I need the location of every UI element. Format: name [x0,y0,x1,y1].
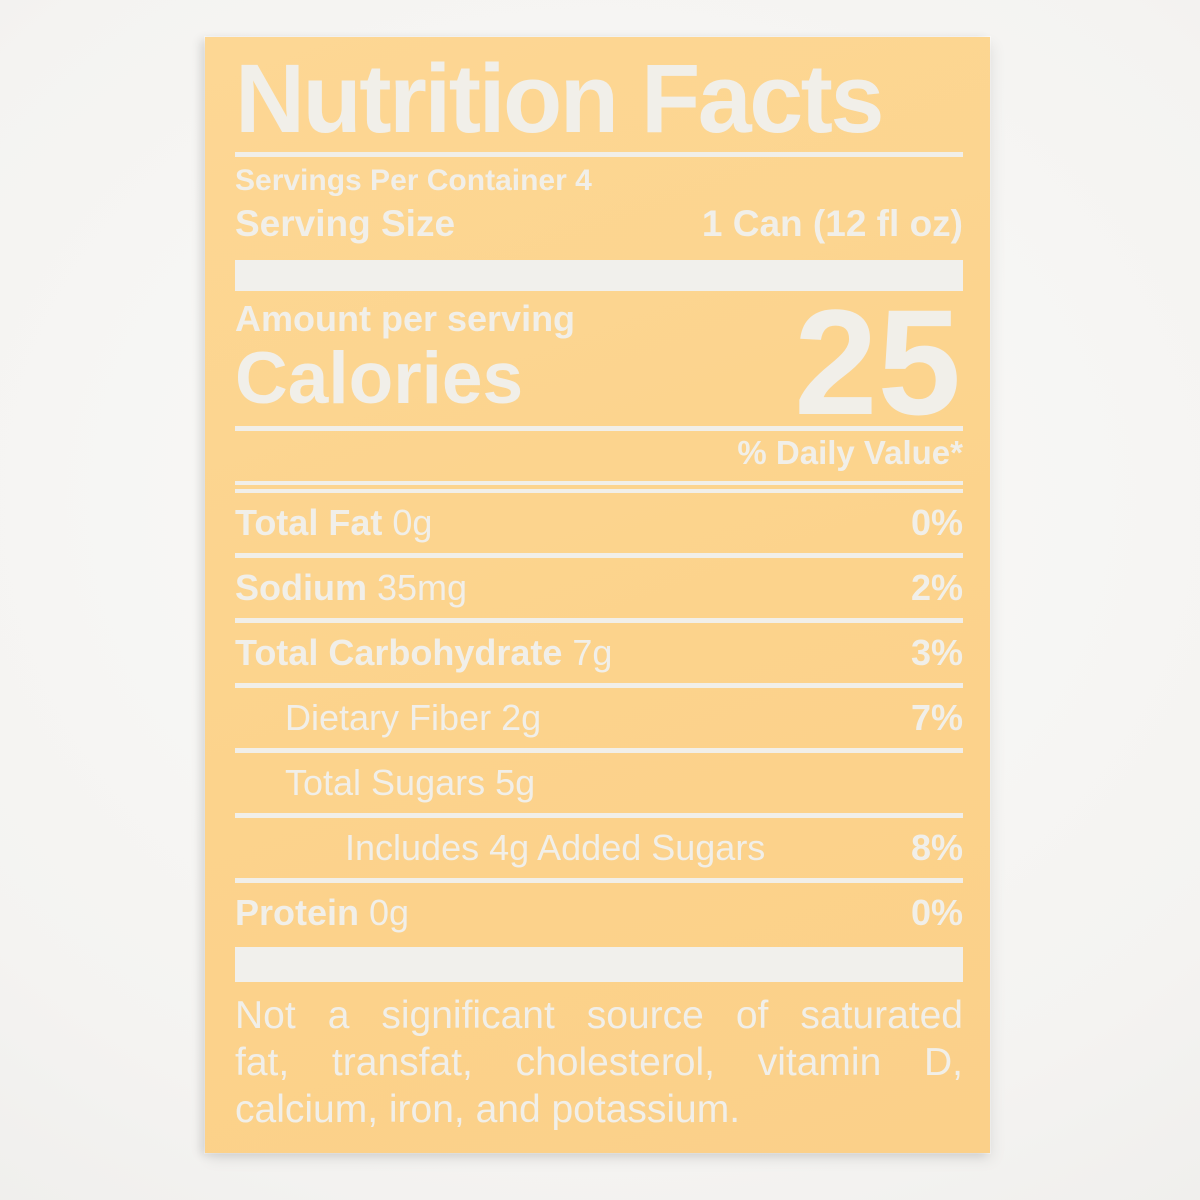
nutrient-row: Total Sugars 5g [235,753,963,813]
nutrient-row: Total Carbohydrate 7g 3% [235,623,963,683]
nutrient-name: Total Fat 0g [235,502,433,543]
nutrient-amount: 35mg [367,567,468,608]
thick-divider-bar-top [235,260,963,291]
thick-divider-bar-bottom [235,947,963,982]
nutrient-name: Protein 0g [235,892,410,933]
nutrient-name: Dietary Fiber 2g [285,697,542,738]
nutrient-row: Includes 4g Added Sugars 8% [235,818,963,878]
servings-per-container: Servings Per Container 4 [235,164,592,197]
nutrient-row: Sodium 35mg 2% [235,558,963,618]
nutrient-row: Total Fat 0g 0% [235,493,963,553]
double-rule [235,481,963,493]
amount-per-serving-label: Amount per serving [235,298,576,339]
daily-value-percent: 2% [910,567,963,608]
calories-rule [235,426,963,431]
daily-value-percent: 0% [910,502,963,543]
nutrient-amount: 0g [382,502,433,543]
row-separator [235,813,963,818]
footnote: Not a significant source of saturated fat… [235,992,963,1133]
nutrient-amount: 7g [562,632,613,673]
calories-value: 25 [794,278,961,446]
daily-value-percent: 3% [910,632,963,673]
row-separator [235,878,963,883]
nutrient-amount: 0g [359,892,410,933]
footnote-line: calcium, iron, and potassium. [235,1088,741,1131]
footnote-line: fat, transfat, cholesterol, vitamin D, [235,1041,963,1084]
calories-label: Calories [235,338,524,419]
row-separator [235,553,963,558]
daily-value-header: % Daily Value* [737,434,963,471]
nutrient-amount: 5g [485,762,536,803]
nutrient-name: Sodium 35mg [235,567,468,608]
serving-size-label: Serving Size [235,203,456,244]
nutrition-label: Nutrition Facts Servings Per Container 4… [205,37,990,1153]
title-rule [235,152,963,157]
calories-section: Amount per serving Calories 25 [235,287,963,437]
row-separator [235,748,963,753]
nutrient-rows: Total Fat 0g 0% Sodium 35mg 2% Total Carbohy… [235,493,963,943]
nutrient-amount: 2g [491,697,542,738]
label-title: Nutrition Facts [235,44,884,153]
row-separator [235,618,963,623]
nutrient-name: Includes 4g Added Sugars [345,827,766,868]
nutrient-name: Total Sugars 5g [285,762,536,803]
nutrient-row: Dietary Fiber 2g 7% [235,688,963,748]
footnote-line: Not a significant source of saturated [235,994,963,1037]
row-separator [235,683,963,688]
serving-size-value: 1 Can (12 fl oz) [701,203,963,244]
daily-value-percent: 7% [910,697,963,738]
nutrient-row: Protein 0g 0% [235,883,963,943]
nutrient-name: Total Carbohydrate 7g [235,632,613,673]
daily-value-percent: 0% [910,892,963,933]
serving-size-row: Serving Size 1 Can (12 fl oz) [235,204,963,244]
daily-value-percent: 8% [910,827,963,868]
